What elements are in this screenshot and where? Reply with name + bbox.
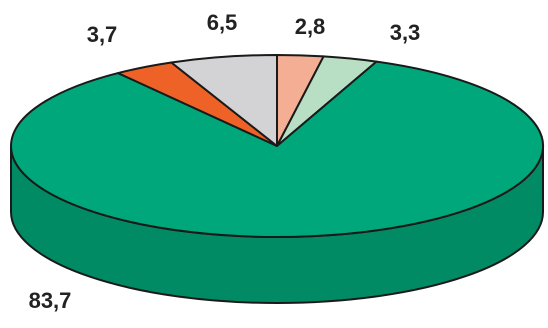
slice-83-7-label: 83,7 <box>29 288 72 313</box>
slice-83-7 <box>10 60 544 238</box>
slice-3-3-label: 3,3 <box>390 20 421 45</box>
slice-2-8-label: 2,8 <box>295 14 326 39</box>
pie-labels: 2,8 3,3 83,7 3,7 6,5 <box>29 10 421 313</box>
slice-3-7-label: 3,7 <box>87 22 118 47</box>
slice-6-5-label: 6,5 <box>207 10 238 35</box>
slice-6-5 <box>170 54 278 147</box>
pie-slices <box>10 53 544 238</box>
